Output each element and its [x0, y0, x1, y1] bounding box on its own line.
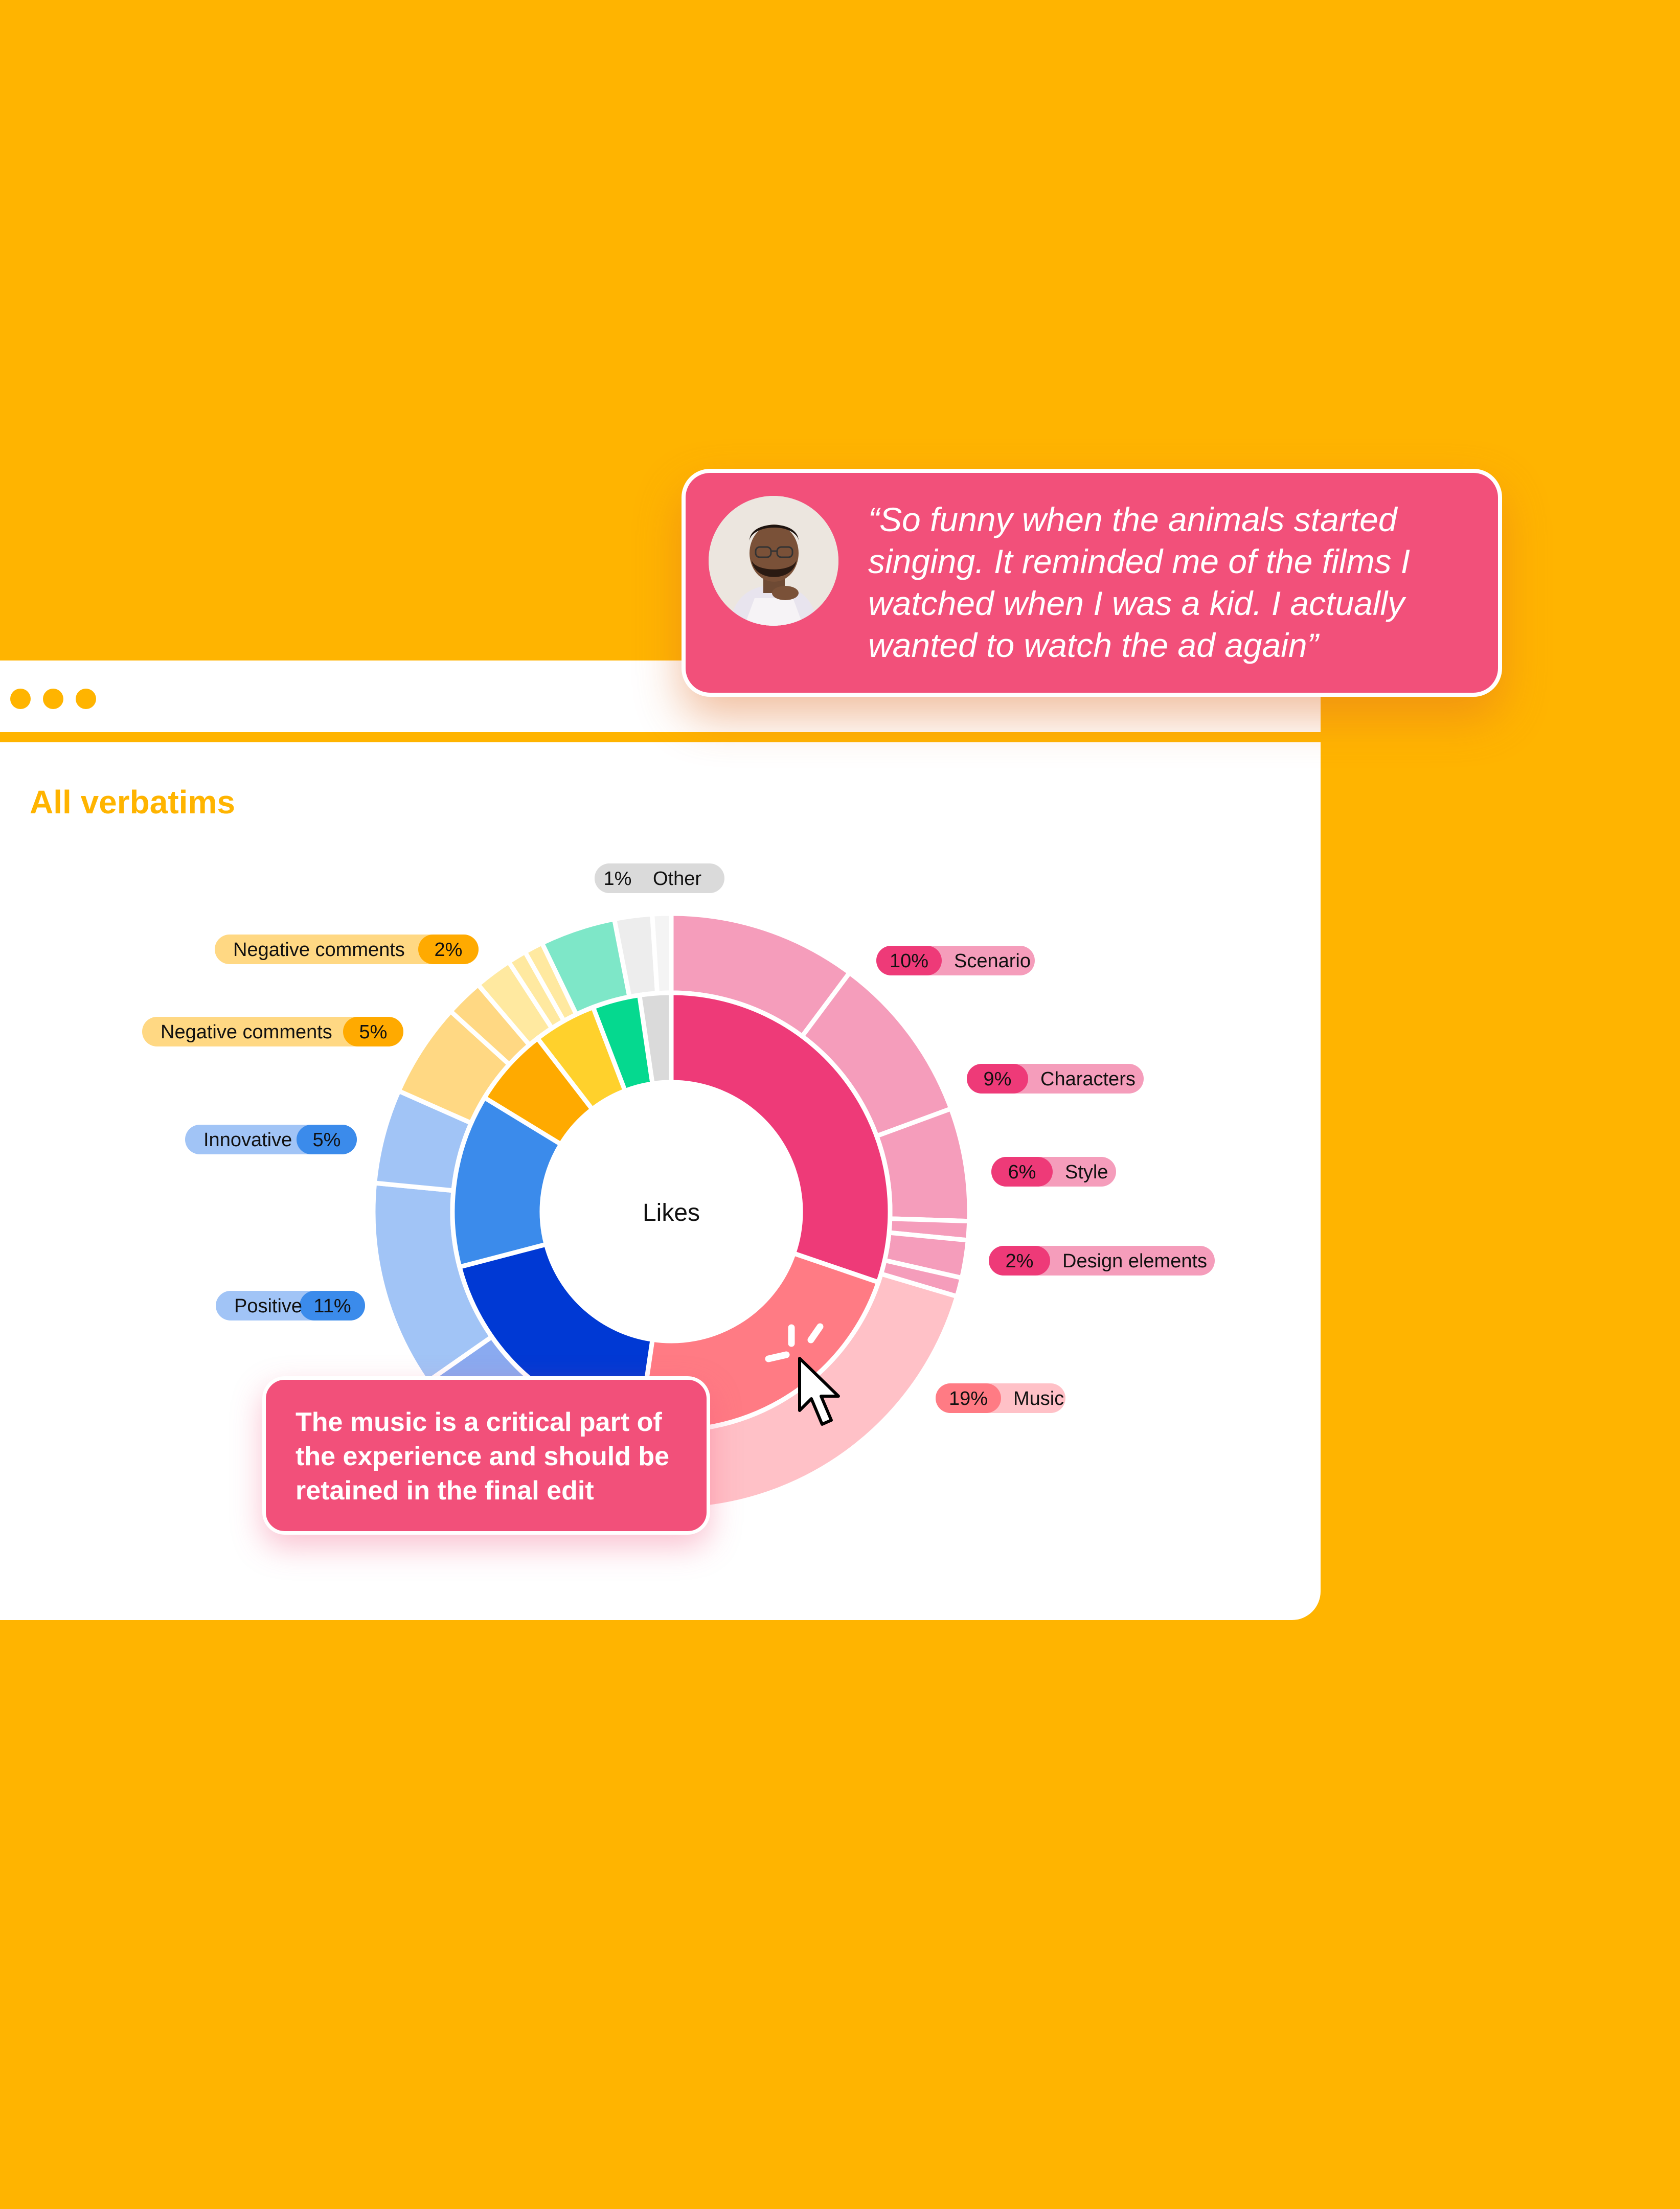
chart-label-pill[interactable]: 10% Scenario: [876, 946, 1035, 975]
label-name-text: Negative comments: [161, 1021, 332, 1043]
label-percent-text: 19%: [949, 1388, 988, 1409]
chart-label-pill[interactable]: 2% Negative comments: [215, 935, 479, 964]
label-name-text: Design elements: [1062, 1250, 1207, 1272]
center-label: Likes: [643, 1199, 700, 1226]
chart-label-pill[interactable]: 6% Style: [991, 1157, 1116, 1187]
chart-label-pill[interactable]: 9% Characters: [967, 1064, 1144, 1094]
panel-title: All verbatims: [30, 784, 235, 821]
chart-label-pill[interactable]: 2% Design elements: [989, 1246, 1215, 1276]
label-percent-badge: [876, 946, 942, 975]
label-percent-badge: [967, 1064, 1028, 1094]
label-percent-text: 9%: [984, 1068, 1012, 1090]
inner-ring-segment[interactable]: [637, 990, 674, 1086]
label-percent-badge: [297, 1125, 357, 1154]
label-name-text: Innovative: [203, 1129, 292, 1151]
chart-label-pill[interactable]: 5% Negative comments: [142, 1017, 403, 1046]
label-pill-background: [142, 1017, 403, 1046]
label-name-text: Other: [653, 868, 701, 890]
inner-ring-segment[interactable]: [669, 990, 893, 1285]
label-percent-badge: [936, 1383, 1001, 1413]
label-percent-badge: [991, 1157, 1053, 1187]
window-dot-icon[interactable]: [43, 689, 63, 709]
label-percent-badge: [989, 1246, 1050, 1276]
chart-label-pill[interactable]: 19% Music: [936, 1383, 1065, 1413]
avatar: [709, 496, 838, 626]
label-percent-badge: [595, 863, 641, 893]
window-dot-icon[interactable]: [10, 689, 31, 709]
insight-text: The music is a critical part of the expe…: [296, 1407, 670, 1506]
label-name-text: Style: [1065, 1162, 1108, 1183]
label-pill-background: [215, 935, 479, 964]
label-percent-text: 5%: [313, 1129, 341, 1151]
label-name-text: Negative comments: [233, 939, 405, 961]
quote-card: “So funny when the animals started singi…: [682, 469, 1502, 697]
chart-center: [543, 1083, 800, 1340]
label-percent-text: 6%: [1008, 1162, 1036, 1183]
label-percent-text: 2%: [435, 939, 463, 961]
insight-card: The music is a critical part of the expe…: [262, 1376, 710, 1535]
label-name-text: Music: [1013, 1388, 1064, 1409]
window-dot-icon[interactable]: [76, 689, 96, 709]
chart-label-pill[interactable]: 1% Other: [595, 863, 724, 893]
label-percent-badge: [343, 1017, 403, 1046]
label-percent-text: 1%: [604, 868, 632, 890]
label-percent-text: 2%: [1006, 1250, 1034, 1272]
chart-label-pill[interactable]: 5% Innovative: [185, 1125, 357, 1154]
label-percent-text: 5%: [359, 1021, 388, 1043]
label-name-text: Characters: [1040, 1068, 1136, 1090]
outer-ring-segment[interactable]: [649, 911, 674, 996]
label-percent-badge: [418, 935, 479, 964]
label-name-text: Scenario: [954, 950, 1031, 972]
label-name-text: Positive: [234, 1295, 302, 1317]
label-percent-badge: [300, 1291, 365, 1320]
label-percent-text: 11%: [313, 1295, 351, 1317]
chart-label-pill[interactable]: 11% Positive: [216, 1291, 365, 1320]
quote-text: “So funny when the animals started singi…: [868, 500, 1411, 664]
label-percent-text: 10%: [890, 950, 928, 972]
